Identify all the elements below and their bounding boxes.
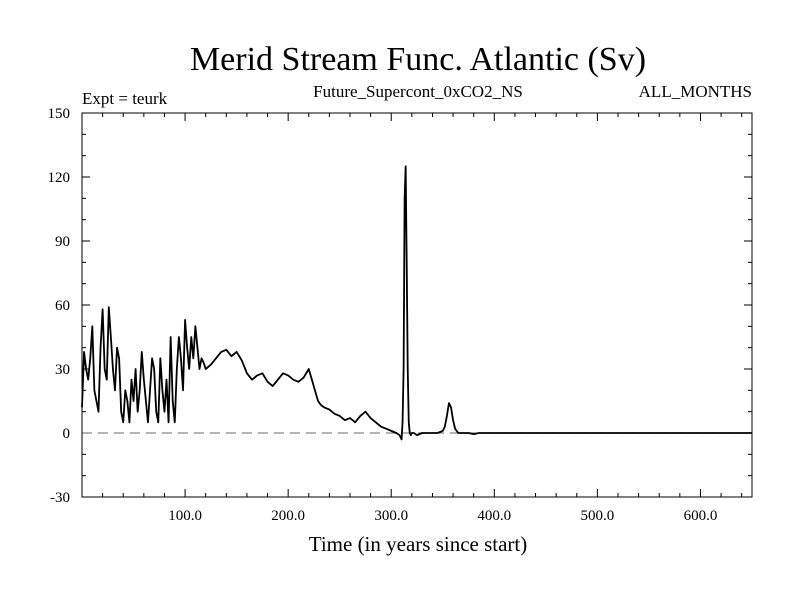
y-tick-label: 120 [48,170,71,186]
series-line [81,165,752,441]
y-tick-label: 0 [63,426,71,442]
axis-ticks [82,112,752,498]
plot-frame [81,112,753,498]
x-tick-label: 600.0 [684,508,718,524]
tick-labels: 100.0 200.0 300.0 400.0 500.0 600.0 -30 0 30 60 90… [48,106,718,524]
y-tick-label: -30 [50,490,70,506]
y-tick-label: 30 [55,362,70,378]
y-tick-label: 90 [55,234,70,250]
x-tick-label: 100.0 [168,508,202,524]
run-name-label: Future_Supercont_0xCO2_NS [313,82,523,101]
x-tick-label: 400.0 [477,508,511,524]
experiment-label: Expt = teurk [82,89,168,108]
months-label: ALL_MONTHS [639,82,752,101]
x-axis-label: Time (in years since start) [309,532,528,556]
x-tick-label: 500.0 [581,508,615,524]
y-tick-label: 60 [55,298,70,314]
y-tick-label: 150 [48,106,71,122]
chart-title: Merid Stream Func. Atlantic (Sv) [190,41,646,78]
x-tick-label: 300.0 [374,508,408,524]
x-tick-label: 200.0 [271,508,305,524]
